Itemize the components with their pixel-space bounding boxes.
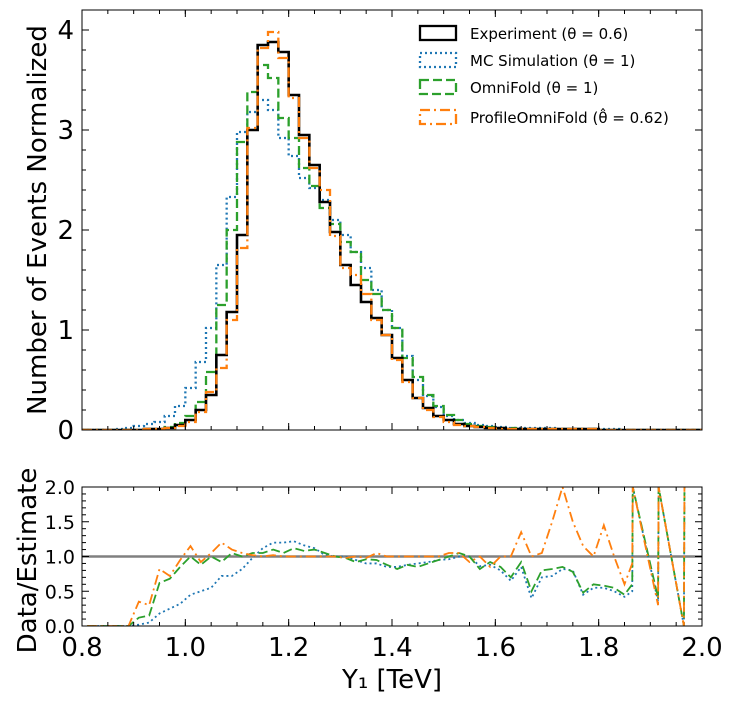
legend-label-0: Experiment (θ = 0.6) xyxy=(470,25,628,43)
main-ytick-label: 2 xyxy=(57,216,74,246)
legend-swatch-2 xyxy=(418,78,458,96)
ratio-ytick-label: 2.0 xyxy=(45,477,75,499)
ratio-xtick-label: 1.2 xyxy=(268,633,309,663)
x-axis-title: Y₁ [TeV] xyxy=(341,665,442,695)
ratio-ytick-label: 1.0 xyxy=(45,547,75,569)
legend-swatch-0 xyxy=(418,24,458,42)
main-ytick-label: 3 xyxy=(57,116,74,146)
legend-label-2: OmniFold (θ = 1) xyxy=(470,79,598,97)
ratio-series-group xyxy=(82,487,702,626)
hist-series-0 xyxy=(82,40,702,430)
ratio-xtick-label: 1.8 xyxy=(578,633,619,663)
ratio-xtick-label: 0.8 xyxy=(61,633,102,663)
main-ytick-label: 4 xyxy=(57,16,74,46)
legend-swatch-1 xyxy=(418,51,458,69)
ratio-ytick-label: 0.0 xyxy=(45,616,75,638)
legend: Experiment (θ = 0.6) MC Simulation (θ = 1… xyxy=(418,24,669,127)
hist-series-3 xyxy=(82,30,702,430)
ratio-ytick-label: 0.5 xyxy=(45,581,75,603)
ratio-series-2 xyxy=(87,487,686,626)
ratio-xtick-label: 1.0 xyxy=(165,633,206,663)
ratio-y-axis-title: Data/Estimate xyxy=(13,468,43,654)
ratio-xtick-label: 1.6 xyxy=(475,633,516,663)
ratio-series-1 xyxy=(87,487,686,626)
main-ytick-label: 1 xyxy=(57,316,74,346)
legend-label-3: ProfileOmniFold (θ̂ = 0.62) xyxy=(470,107,669,127)
ratio-xtick-label: 2.0 xyxy=(681,633,722,663)
main-histogram-panel: 0 1 2 3 4 xyxy=(57,9,703,446)
ratio-xtick-label: 1.4 xyxy=(371,633,412,663)
main-axes-frame xyxy=(81,9,703,431)
legend-label-1: MC Simulation (θ = 1) xyxy=(470,52,635,70)
hist-series-1 xyxy=(82,98,702,430)
main-ytick-label: 0 xyxy=(57,416,74,446)
main-y-axis-title: Number of Events Normalized xyxy=(23,25,53,415)
legend-swatch-3 xyxy=(418,108,458,126)
ratio-ytick-label: 1.5 xyxy=(45,512,75,534)
main-series-group xyxy=(82,30,702,430)
ratio-panel: 0.0 0.5 1.0 1.5 2.0 0.8 1.0 1.2 1.4 1.6 1.8 2.0 xyxy=(45,477,723,663)
